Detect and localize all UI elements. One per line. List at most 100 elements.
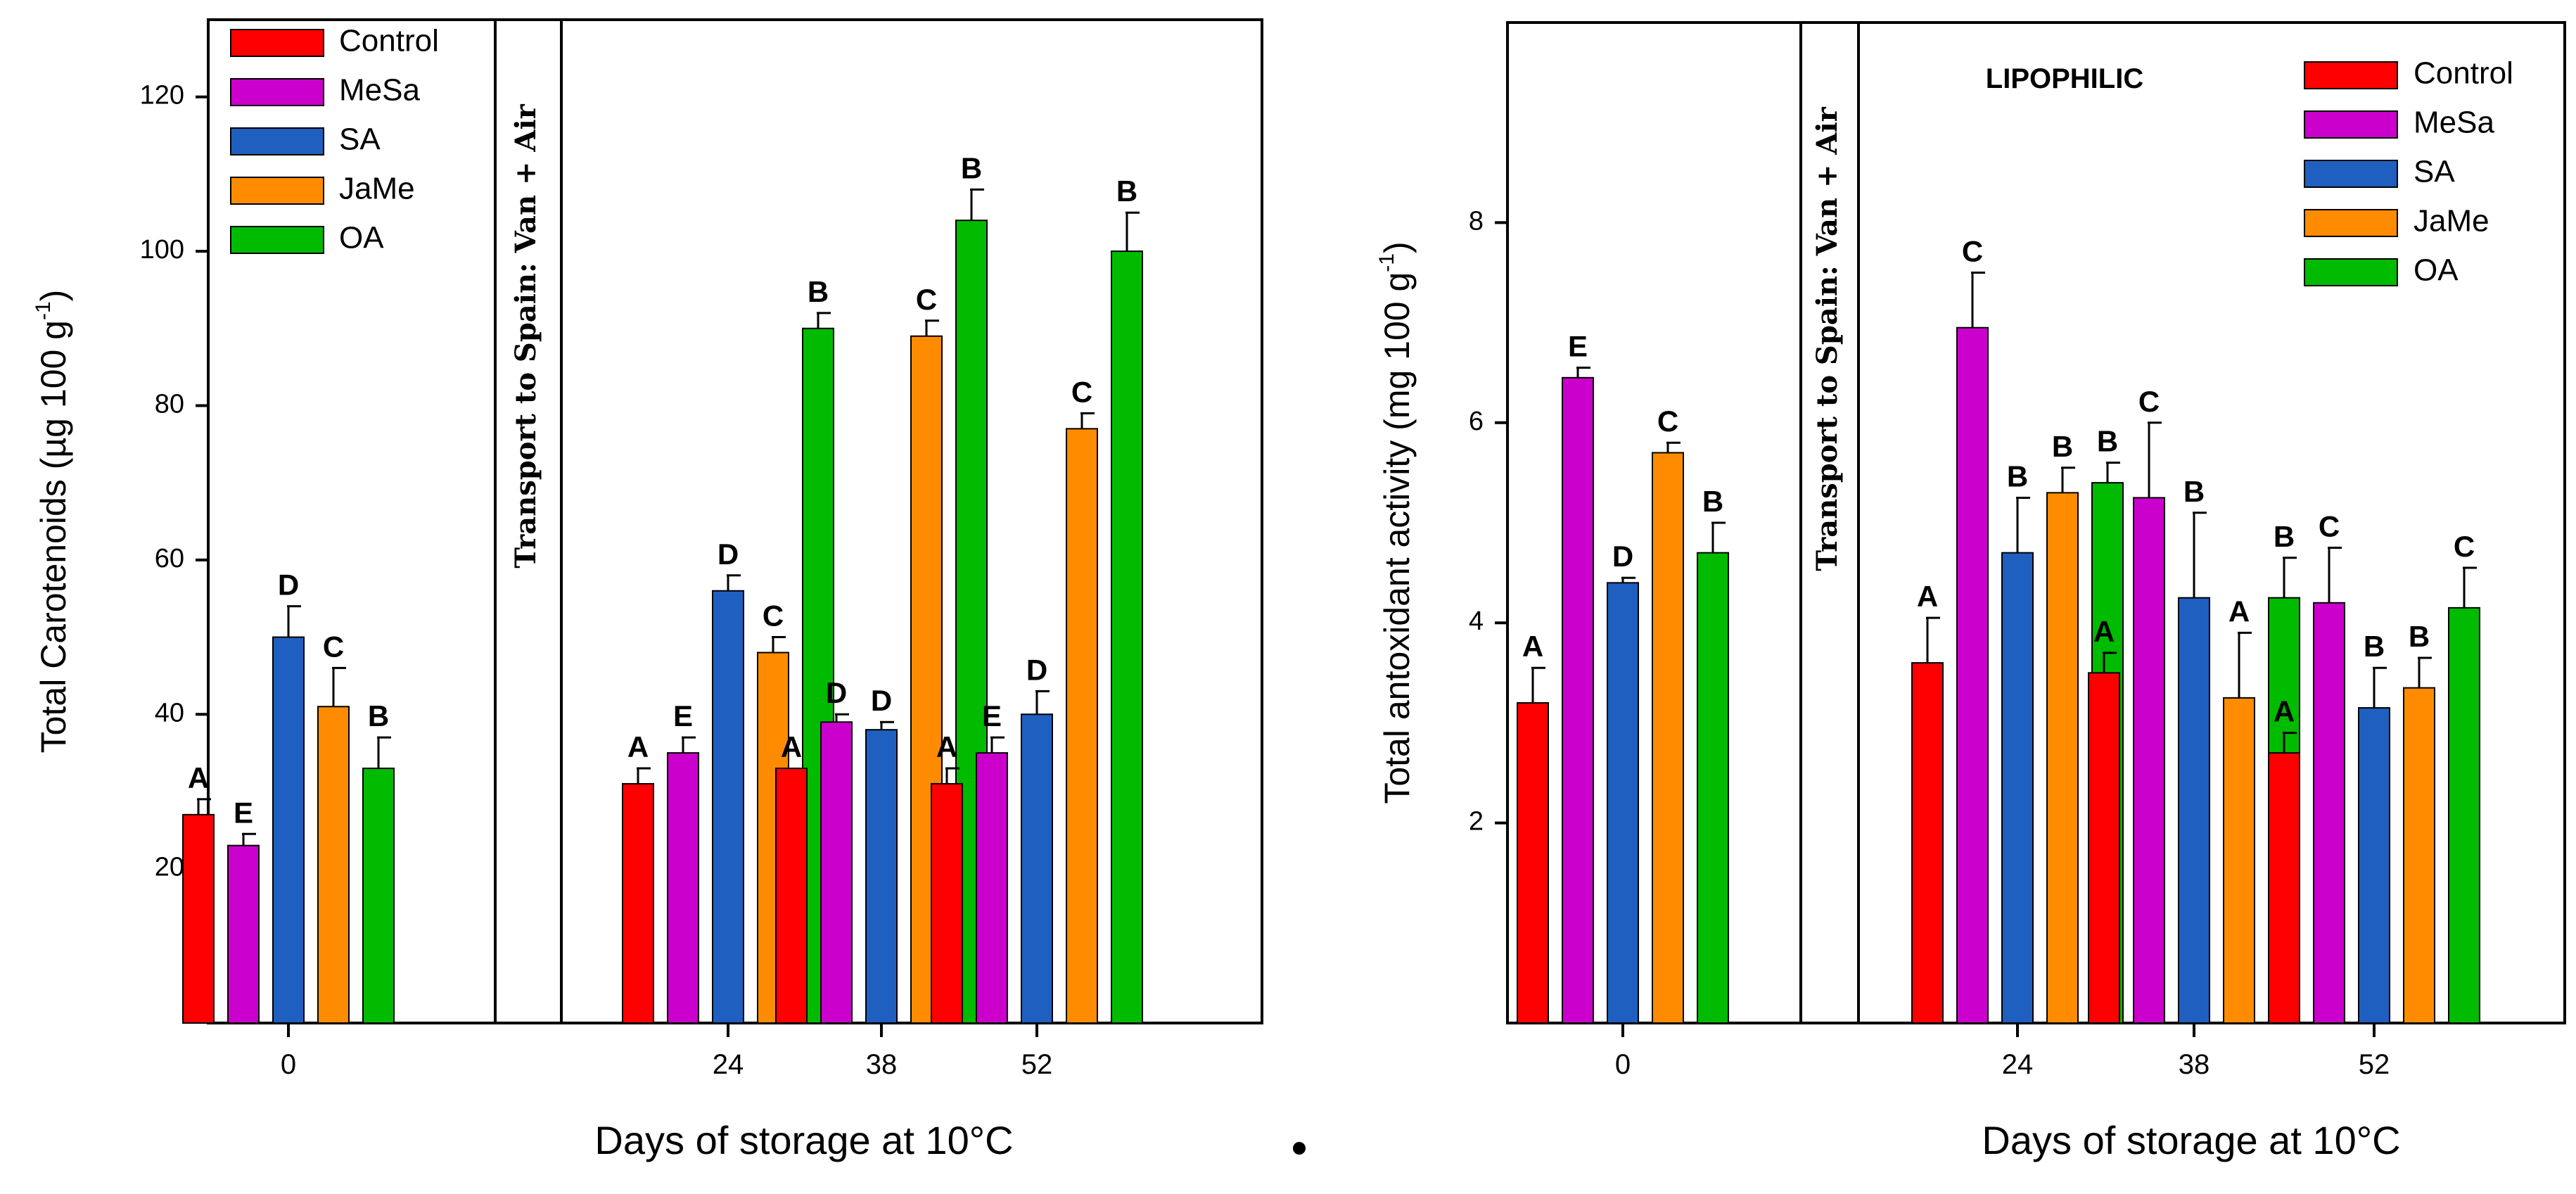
bar-mesa bbox=[1562, 376, 1594, 1024]
bar-jame bbox=[910, 335, 943, 1024]
x-tick-label: 38 bbox=[2179, 1049, 2210, 1080]
significance-letter: B bbox=[368, 699, 389, 732]
significance-letter: E bbox=[234, 796, 253, 829]
legend-swatch-control bbox=[2304, 61, 2398, 89]
significance-letter: B bbox=[2007, 459, 2028, 493]
legend-swatch-mesa bbox=[2304, 110, 2398, 139]
y-axis-title-superscript: -1 bbox=[1375, 253, 1398, 272]
legend-label-oa: OA bbox=[2414, 253, 2459, 288]
legend-label-sa: SA bbox=[2414, 155, 2455, 189]
significance-letter: C bbox=[1962, 235, 1983, 268]
bar-control bbox=[931, 782, 963, 1024]
x-tick-label: 0 bbox=[281, 1049, 296, 1080]
x-tick-label: 0 bbox=[1615, 1049, 1631, 1080]
bar-mesa bbox=[227, 844, 260, 1024]
bar-mesa bbox=[976, 752, 1008, 1024]
bar-sa bbox=[272, 636, 305, 1024]
carotenoids-chart: Transport to Spain: Van + Air 20 40 60 80 100… bbox=[32, 18, 1263, 1162]
significance-letter: D bbox=[1612, 540, 1633, 573]
x-tick-label: 24 bbox=[713, 1049, 744, 1080]
bar-mesa bbox=[2313, 602, 2345, 1024]
y-axis-title: Total Carotenoids (µg 100 g-1) bbox=[32, 290, 73, 754]
legend-label-jame: JaMe bbox=[2414, 204, 2489, 239]
legend-label-sa: SA bbox=[339, 122, 381, 157]
transport-label: Transport to Spain: Van + Air bbox=[509, 103, 542, 568]
legend-label-control: Control bbox=[339, 24, 439, 58]
bar-jame bbox=[1066, 428, 1098, 1024]
x-tick-label: 52 bbox=[2359, 1049, 2390, 1080]
significance-letter: A bbox=[781, 730, 802, 763]
significance-letter: B bbox=[961, 151, 982, 184]
significance-letter: B bbox=[808, 275, 829, 308]
y-axis-title-close: ) bbox=[1377, 241, 1417, 253]
significance-letter: D bbox=[718, 538, 739, 571]
y-axis-title-superscript: -1 bbox=[32, 301, 55, 320]
bar-oa bbox=[1697, 552, 1729, 1024]
bar-control bbox=[2088, 672, 2120, 1024]
significance-letter: B bbox=[2183, 475, 2205, 508]
y-tick-label: 20 bbox=[155, 853, 184, 882]
significance-letter: B bbox=[2052, 430, 2073, 463]
y-tick-label: 100 bbox=[140, 235, 184, 265]
significance-letter: C bbox=[1071, 375, 1092, 408]
significance-letter: A bbox=[627, 730, 649, 763]
significance-letter: C bbox=[1657, 405, 1678, 438]
significance-letter: C bbox=[916, 283, 937, 316]
x-tick-label: 38 bbox=[866, 1049, 898, 1080]
bar-sa bbox=[712, 590, 744, 1024]
bar-mesa bbox=[820, 721, 853, 1024]
y-tick-label: 40 bbox=[155, 698, 184, 728]
significance-letter: E bbox=[1568, 330, 1588, 363]
y-tick-label: 6 bbox=[1469, 407, 1484, 436]
significance-letter: A bbox=[2229, 595, 2250, 628]
significance-letter: A bbox=[2274, 695, 2295, 728]
significance-letter: A bbox=[2093, 615, 2115, 648]
significance-letter: A bbox=[936, 730, 957, 763]
significance-letter: D bbox=[1026, 653, 1047, 686]
legend-swatch-jame bbox=[2304, 209, 2398, 237]
significance-letter: D bbox=[278, 569, 299, 602]
bar-oa bbox=[1111, 250, 1143, 1024]
legend-swatch-control bbox=[230, 29, 324, 57]
significance-letter: B bbox=[2274, 520, 2295, 553]
bar-jame bbox=[2403, 687, 2435, 1024]
significance-letter: E bbox=[673, 699, 693, 732]
legend-label-mesa: MeSa bbox=[2414, 106, 2494, 140]
significance-letter: C bbox=[2454, 530, 2475, 563]
bar-sa bbox=[2001, 552, 2034, 1024]
bar-sa bbox=[1607, 582, 1639, 1024]
significance-letter: B bbox=[2409, 620, 2430, 653]
bar-control bbox=[775, 768, 808, 1024]
plot-frame bbox=[1506, 21, 2566, 1024]
significance-letter: A bbox=[1917, 580, 1938, 613]
x-axis-title: Days of storage at 10°C bbox=[1982, 1118, 2400, 1162]
significance-letter: E bbox=[982, 699, 1002, 732]
bar-sa bbox=[2358, 707, 2390, 1024]
legend-swatch-oa bbox=[2304, 258, 2398, 286]
y-axis-title-close: ) bbox=[34, 290, 73, 302]
significance-letter: C bbox=[2138, 385, 2160, 418]
y-tick-label: 8 bbox=[1469, 206, 1484, 236]
significance-letter: C bbox=[323, 630, 344, 663]
bar-oa bbox=[362, 768, 395, 1024]
significance-letter: B bbox=[1116, 174, 1137, 208]
bar-sa bbox=[2178, 597, 2210, 1024]
legend-label-mesa: MeSa bbox=[339, 73, 420, 108]
bar-jame bbox=[1652, 452, 1684, 1024]
bar-control bbox=[1517, 701, 1549, 1024]
panel-label: LIPOPHILIC bbox=[1986, 63, 2143, 94]
bar-jame bbox=[2223, 697, 2255, 1024]
y-tick-label: 60 bbox=[155, 544, 184, 573]
legend-label-jame: JaMe bbox=[339, 172, 415, 206]
bar-control bbox=[1911, 662, 1944, 1024]
transport-label: Transport to Spain: Van + Air bbox=[1811, 106, 1844, 571]
legend-swatch-jame bbox=[230, 177, 324, 205]
significance-letter: A bbox=[1522, 630, 1543, 663]
x-tick-label: 24 bbox=[2002, 1049, 2034, 1080]
significance-letter: B bbox=[2364, 630, 2385, 663]
y-tick-label: 120 bbox=[140, 81, 184, 110]
legend-label-control: Control bbox=[2414, 56, 2513, 91]
bar-control bbox=[182, 813, 215, 1024]
